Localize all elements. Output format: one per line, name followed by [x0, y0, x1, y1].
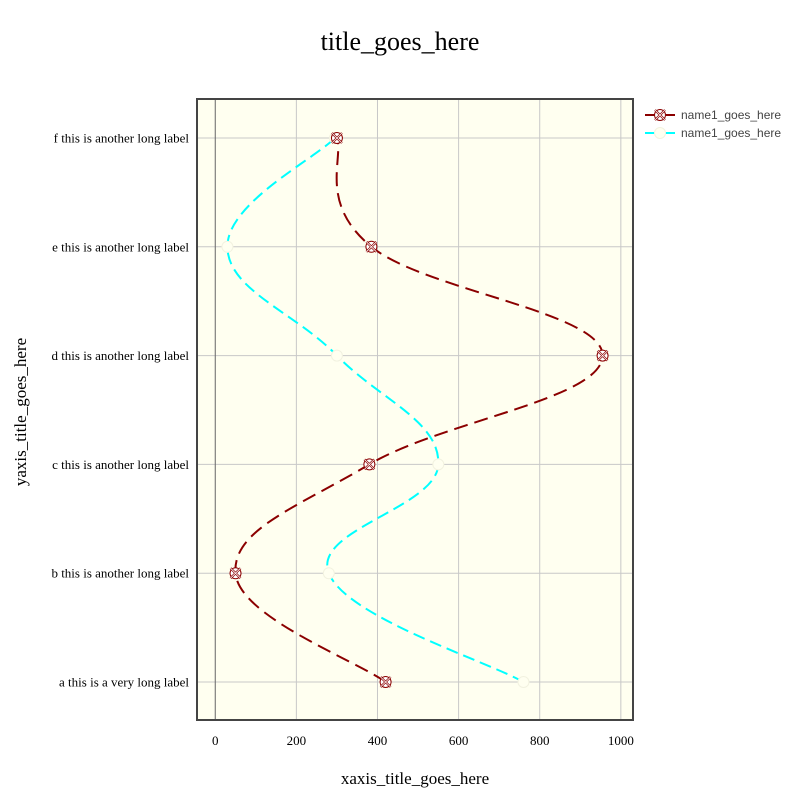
legend-label: name1_goes_here: [681, 108, 781, 122]
y-tick-label: c this is another long label: [52, 457, 189, 472]
data-point-marker[interactable]: [517, 676, 530, 688]
series-line[interactable]: [226, 137, 524, 683]
data-point-marker[interactable]: [379, 676, 392, 688]
y-tick-label: d this is another long label: [51, 348, 189, 363]
data-point-marker[interactable]: [229, 567, 242, 580]
x-tick-label: 600: [449, 733, 469, 748]
data-point-marker[interactable]: [363, 458, 376, 471]
data-point-marker[interactable]: [330, 132, 343, 144]
chart-title: title_goes_here: [321, 27, 480, 56]
data-point-marker[interactable]: [330, 349, 343, 362]
y-tick-label: f this is another long label: [54, 131, 190, 146]
data-point-marker[interactable]: [221, 240, 234, 253]
legend-marker: [654, 127, 666, 139]
grid-lines: [197, 99, 633, 720]
plot-area-background: [197, 99, 633, 720]
x-axis-title: xaxis_title_goes_here: [341, 769, 489, 788]
data-point-marker[interactable]: [322, 567, 335, 580]
data-point-marker[interactable]: [596, 349, 609, 362]
series-1: [229, 132, 609, 688]
x-tick-labels: 0 200 400 600 800 1000: [212, 733, 634, 748]
x-tick-label: 400: [368, 733, 388, 748]
legend-item[interactable]: name1_goes_here: [645, 108, 781, 122]
x-tick-label: 200: [287, 733, 307, 748]
y-tick-label: a this is a very long label: [59, 675, 189, 690]
y-tick-label: b this is another long label: [51, 566, 189, 581]
x-tick-label: 1000: [608, 733, 634, 748]
data-point-marker[interactable]: [365, 240, 378, 253]
x-tick-label: 800: [530, 733, 550, 748]
legend-label: name1_goes_here: [681, 126, 781, 140]
plot-area-frame: [196, 98, 634, 721]
data-point-marker[interactable]: [432, 458, 445, 471]
y-tick-label: e this is another long label: [52, 239, 189, 254]
y-axis-title: yaxis_title_goes_here: [11, 338, 30, 486]
series-2: [221, 132, 530, 688]
legend-item[interactable]: name1_goes_here: [645, 126, 781, 140]
y-tick-labels: a this is a very long label b this is ano…: [51, 131, 189, 690]
series-layer: [221, 132, 609, 688]
legend[interactable]: name1_goes_here name1_goes_here: [645, 108, 781, 140]
legend-marker: [654, 109, 666, 121]
x-tick-label: 0: [212, 733, 219, 748]
